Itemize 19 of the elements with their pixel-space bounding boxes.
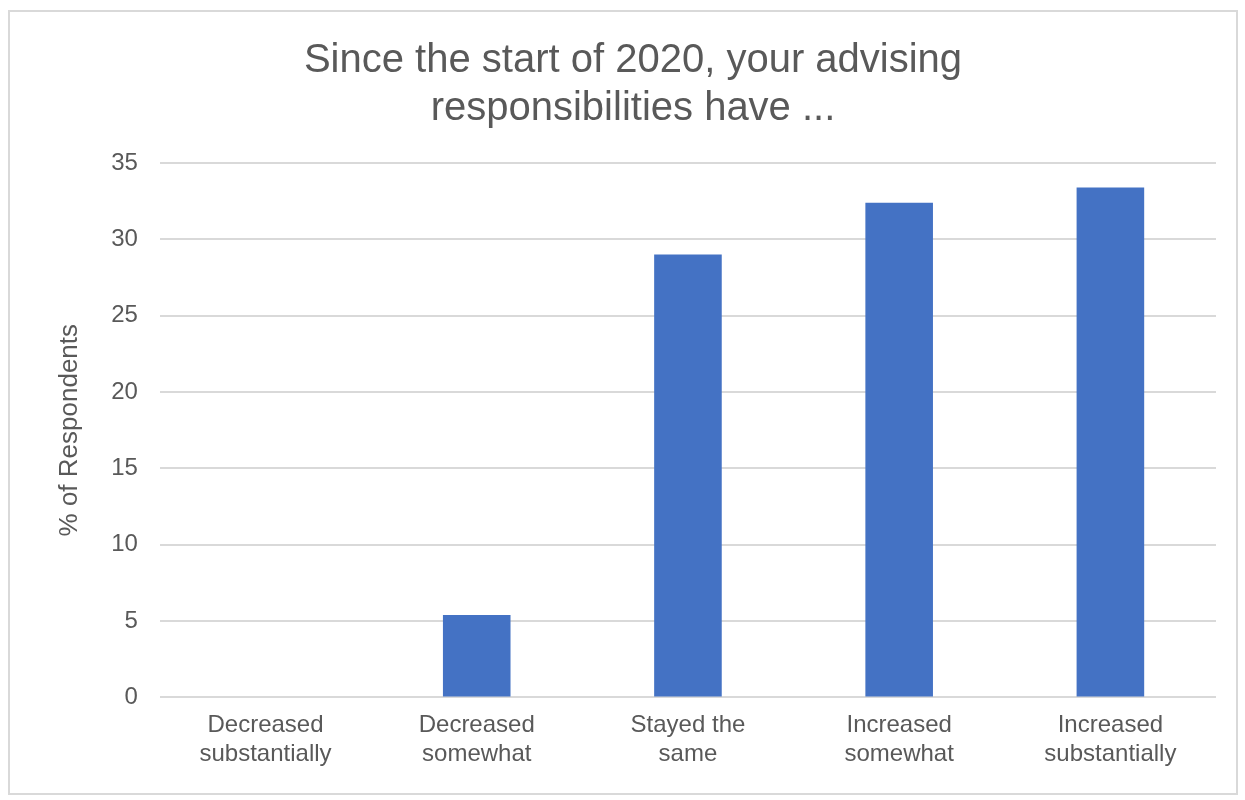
y-tick-label: 5 [124,605,138,633]
x-tick-label: Increased substantially [1044,710,1177,767]
y-tick-label: 10 [111,529,138,557]
y-axis-title: % of Respondents [52,323,83,537]
bar [442,614,511,697]
x-tick-label: Decreased substantially [199,710,332,767]
y-tick-label: 30 [111,223,138,251]
chart-title: Since the start of 2020, your advising responsibilities have ... [303,36,963,129]
bar [654,254,722,697]
y-tick-label: 35 [111,147,138,175]
x-tick-label: Stayed the same [630,710,746,767]
y-tick-label: 15 [111,453,138,480]
bar [1076,187,1145,697]
y-tick-label: 20 [111,376,138,404]
bar [865,202,933,697]
y-tick-label: 0 [124,682,138,710]
x-tick-label: Increased somewhat [844,710,955,767]
y-tick-label: 25 [111,300,138,328]
x-tick-label: Decreased somewhat [418,710,535,767]
